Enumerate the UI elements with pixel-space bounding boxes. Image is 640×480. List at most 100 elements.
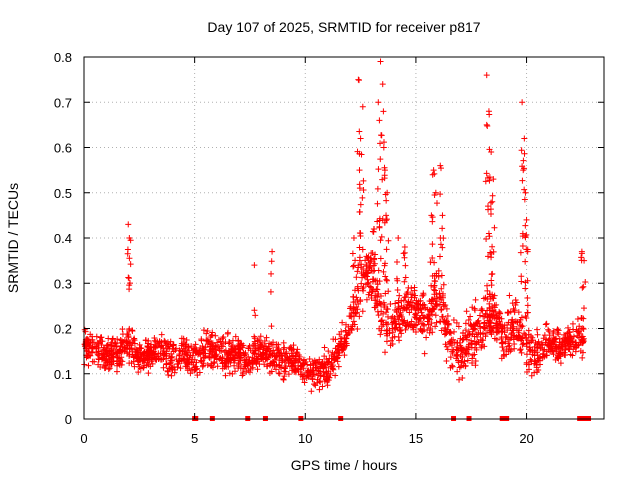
data-point [522,189,529,196]
data-point [431,259,438,266]
data-point [421,350,428,357]
data-point [219,343,226,350]
data-point [548,340,555,347]
data-point [332,372,339,379]
data-point [493,301,500,308]
data-point [428,212,435,219]
data-point [431,272,438,279]
data-point [85,344,92,351]
data-point [375,99,382,106]
data-point [428,282,435,289]
data-point [357,135,364,142]
data-point [214,363,221,370]
data-point [235,359,242,366]
data-point [489,243,496,250]
data-point [484,287,491,294]
data-point [374,281,381,288]
data-point [198,336,205,343]
data-point [229,370,236,377]
data-point [377,237,384,244]
data-point [384,305,391,312]
data-point [374,200,381,207]
data-point [383,309,390,316]
data-point [461,358,468,365]
data-point [129,327,136,334]
data-point [372,277,379,284]
data-point [236,361,243,368]
data-point [201,355,208,362]
data-point [301,379,308,386]
data-point [453,319,460,326]
data-point [515,335,522,342]
data-point [395,235,402,241]
data-point [352,257,359,264]
data-point [577,339,584,346]
data-point [523,334,530,341]
y-tick-label: 0 [65,412,72,427]
data-point [524,295,531,302]
data-point [169,353,176,360]
data-point [207,348,214,355]
data-point [128,342,135,349]
data-point [570,333,577,340]
data-point [462,349,469,356]
data-point [508,334,515,341]
y-tick-label: 0.1 [54,367,72,382]
data-point [218,342,225,349]
data-point [494,329,501,336]
data-point [374,185,381,192]
data-point [299,371,306,378]
data-point [326,355,333,362]
data-point [294,350,301,357]
data-point [465,350,472,357]
data-point [370,262,377,269]
data-point [359,308,366,315]
data-point [197,344,204,351]
data-point [373,286,380,293]
data-point [416,315,423,322]
data-point [230,357,237,364]
data-point [229,342,236,349]
data-point [464,357,471,364]
data-point [113,368,120,375]
data-point [124,250,131,257]
data-point [475,317,482,324]
data-point [249,358,256,365]
data-point [268,323,275,330]
data-point [216,355,223,362]
data-point [113,358,120,365]
data-point [431,295,438,302]
data-point [325,373,332,380]
data-point [137,345,144,352]
data-point [396,337,403,344]
data-point [333,349,340,356]
data-point [285,371,292,378]
data-point [377,156,384,163]
data-point [356,185,363,192]
data-point [112,350,119,357]
data-point [573,344,580,351]
data-point [419,292,426,299]
data-point [276,362,283,369]
data-point [546,344,553,351]
data-point [491,224,498,231]
data-point [328,351,335,358]
data-point [504,327,511,334]
data-point [212,343,219,350]
data-point [131,340,138,347]
data-point [354,325,361,332]
data-point [579,284,586,291]
data-point [360,186,367,193]
data-point [543,352,550,359]
data-point [375,166,382,173]
data-point [394,286,401,293]
data-point [498,323,505,330]
data-point [450,317,457,324]
data-point [448,342,455,349]
data-point [208,360,215,367]
data-point [483,235,490,242]
data-point [378,323,385,330]
data-point [551,336,558,343]
data-point [564,342,571,349]
data-point [557,360,564,367]
